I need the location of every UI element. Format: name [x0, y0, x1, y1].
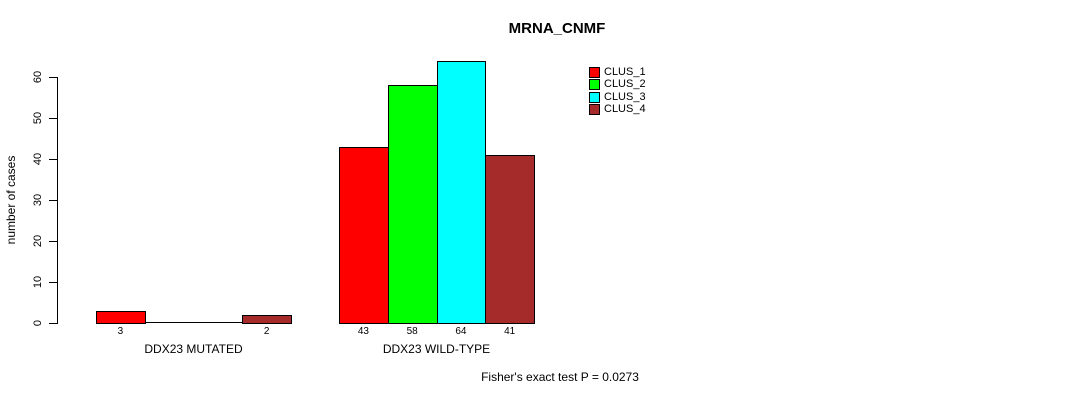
y-tick-label: 10	[32, 275, 44, 289]
bar	[436, 60, 487, 324]
bar	[339, 146, 389, 324]
bar	[387, 85, 438, 324]
y-tick	[49, 323, 57, 324]
y-tick	[49, 282, 57, 283]
bar	[242, 314, 292, 324]
legend-label: CLUS_1	[604, 66, 646, 78]
legend-swatch	[589, 91, 600, 103]
legend-swatch	[589, 67, 600, 78]
y-tick	[49, 118, 57, 119]
zero-bar-line	[144, 322, 195, 323]
legend-label: CLUS_3	[604, 90, 646, 103]
bar-value-label: 43	[357, 326, 369, 337]
y-axis-line	[57, 77, 58, 324]
zero-bar-line	[193, 322, 244, 323]
y-axis-label: number of cases	[4, 155, 18, 245]
y-tick-label: 40	[32, 152, 44, 166]
y-tick	[49, 241, 57, 242]
y-tick-label: 50	[32, 111, 44, 125]
y-tick	[49, 159, 57, 160]
chart-title: MRNA_CNMF	[508, 20, 606, 37]
y-tick	[49, 200, 57, 201]
bar-value-label: 58	[406, 326, 418, 337]
bar	[96, 310, 146, 324]
bar-value-label: 41	[504, 326, 516, 337]
bar-value-label: 2	[263, 326, 270, 337]
y-tick-label: 20	[32, 234, 44, 248]
x-category-label: DDX23 MUTATED	[144, 342, 243, 356]
legend-swatch	[589, 79, 600, 91]
stat-annotation: Fisher's exact test P = 0.0273	[481, 370, 639, 384]
bar-value-label: 64	[455, 326, 467, 337]
legend-label: CLUS_2	[604, 78, 646, 91]
y-tick-label: 30	[32, 193, 44, 207]
x-category-label: DDX23 WILD-TYPE	[382, 342, 491, 356]
bar-value-label: 3	[117, 326, 124, 337]
y-tick	[49, 77, 57, 78]
legend-swatch	[589, 103, 600, 115]
y-tick-label: 0	[32, 319, 44, 327]
legend-label: CLUS_4	[604, 102, 646, 115]
y-tick-label: 60	[32, 70, 44, 84]
bar	[485, 154, 535, 324]
